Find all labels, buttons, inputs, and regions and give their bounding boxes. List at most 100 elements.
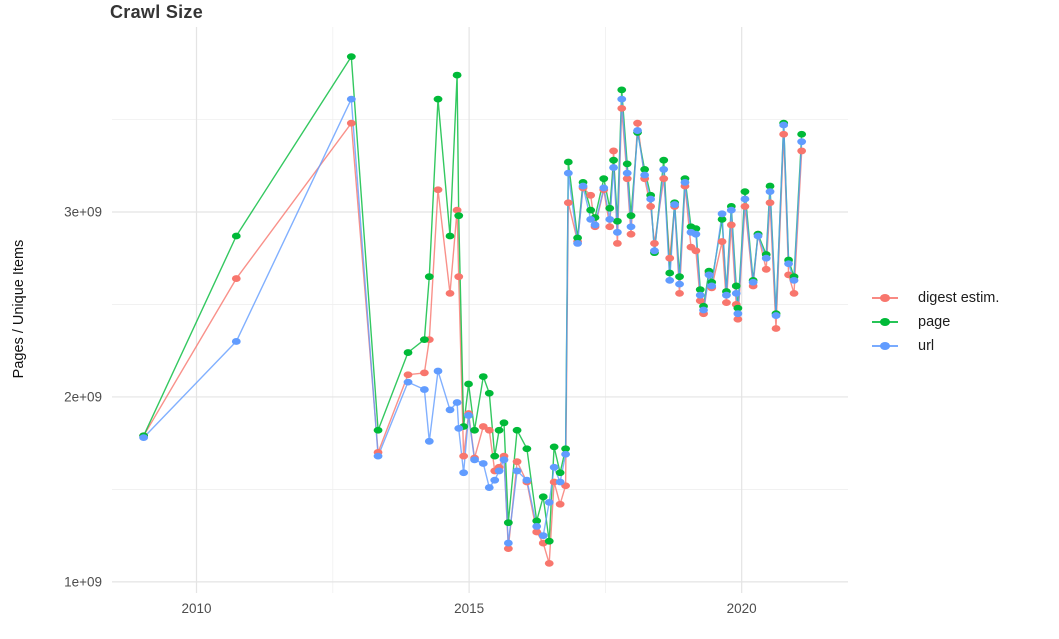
data-point-url (590, 221, 600, 229)
data-point-url (403, 378, 413, 386)
data-point-url (704, 271, 714, 279)
legend-label: page (918, 313, 951, 330)
data-point-digest-estim- (626, 230, 636, 238)
data-point-page (740, 188, 750, 196)
data-point-url (454, 424, 464, 432)
data-point-page (512, 426, 522, 434)
data-point-page (346, 53, 356, 60)
data-point-page (403, 349, 413, 356)
data-point-page (499, 419, 509, 427)
data-point-digest-estim- (605, 223, 615, 231)
data-point-url (490, 476, 500, 484)
chart-title: Crawl Size (110, 2, 204, 22)
data-point-url (512, 467, 522, 475)
data-point-digest-estim- (633, 119, 642, 127)
data-point-url (139, 434, 149, 442)
data-point-page (675, 273, 684, 281)
data-point-url (733, 310, 743, 318)
data-point-page (419, 336, 429, 343)
data-point-url (789, 277, 799, 284)
legend-item-page: page (872, 313, 999, 330)
data-point-digest-estim- (789, 289, 799, 297)
data-point-digest-estim- (733, 315, 743, 323)
data-point-page (563, 158, 573, 166)
data-point-page (433, 95, 443, 103)
data-point-url (494, 467, 504, 475)
data-point-page (695, 286, 705, 294)
data-point-page (490, 452, 500, 460)
data-point-page (622, 160, 632, 168)
data-point-url (691, 230, 701, 238)
data-point-url (675, 280, 684, 288)
data-point-url (797, 138, 807, 146)
data-point-url (748, 278, 758, 286)
data-point-url (633, 127, 642, 134)
data-point-digest-estim- (695, 297, 705, 305)
data-point-url (753, 232, 763, 240)
data-point-digest-estim- (612, 240, 622, 247)
data-point-page (659, 156, 669, 164)
data-point-digest-estim- (419, 369, 429, 377)
data-point-page (599, 175, 609, 183)
data-point-digest-estim- (503, 545, 513, 553)
data-point-url (499, 456, 509, 464)
y-axis-title: Pages / Unique Items (11, 239, 27, 379)
data-point-url (538, 532, 548, 540)
data-point-digest-estim- (650, 240, 659, 247)
legend-key-icon (872, 337, 898, 354)
data-point-url (779, 121, 789, 129)
data-point-url (665, 277, 675, 284)
data-point-page (478, 373, 488, 380)
data-point-url (459, 469, 469, 477)
data-point-digest-estim- (617, 104, 627, 112)
data-point-page (731, 282, 741, 290)
data-point-url (707, 282, 717, 290)
data-point-page (617, 86, 627, 94)
data-point-digest-estim- (544, 560, 554, 567)
data-point-page (231, 232, 241, 240)
data-point-digest-estim- (665, 254, 675, 262)
data-point-url (640, 171, 650, 179)
data-point-page (626, 212, 636, 220)
data-point-url (470, 456, 479, 464)
data-point-digest-estim- (659, 175, 669, 183)
data-point-page (733, 304, 743, 312)
data-point-page (373, 426, 383, 434)
data-point-url (731, 289, 741, 297)
y-axis-tick-label: 3e+09 (64, 204, 102, 219)
data-point-page (538, 493, 548, 501)
data-point-digest-estim- (761, 265, 771, 273)
data-point-url (726, 206, 736, 214)
data-point-digest-estim- (675, 289, 684, 297)
data-point-url (722, 291, 731, 299)
data-point-url (424, 437, 434, 445)
data-point-digest-estim- (740, 203, 750, 210)
data-point-digest-estim- (512, 458, 522, 466)
data-point-page (586, 206, 596, 214)
data-point-digest-estim- (691, 247, 701, 255)
legend-key-icon (872, 289, 898, 306)
data-point-page (640, 166, 650, 173)
y-axis-tick-label: 2e+09 (64, 389, 102, 404)
data-point-digest-estim- (722, 299, 731, 307)
data-point-digest-estim- (231, 275, 241, 282)
data-point-digest-estim- (726, 221, 736, 229)
data-point-url (740, 195, 750, 203)
data-point-url (549, 463, 559, 471)
data-point-page (452, 71, 462, 79)
data-point-digest-estim- (532, 528, 542, 536)
data-point-digest-estim- (563, 199, 573, 207)
data-point-page (494, 426, 504, 434)
data-point-page (464, 380, 473, 388)
data-point-page (797, 130, 807, 138)
data-point-page (765, 182, 775, 190)
data-point-url (717, 210, 727, 218)
data-point-url (544, 498, 554, 506)
x-axis-tick-label: 2020 (727, 601, 757, 616)
data-point-digest-estim- (586, 191, 596, 199)
legend-key-icon (872, 313, 898, 330)
data-point-url (622, 169, 632, 177)
data-point-url (605, 215, 615, 223)
data-point-page (503, 519, 513, 527)
